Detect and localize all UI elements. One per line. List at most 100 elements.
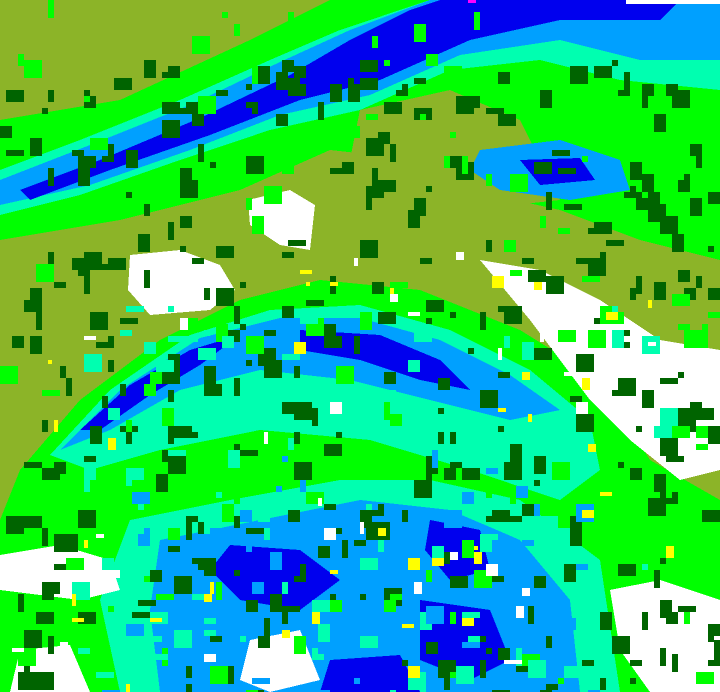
dark-green-speck [378, 180, 396, 192]
dark-green-speck [480, 390, 498, 408]
dark-green-speck [642, 84, 654, 96]
dark-green-speck [294, 576, 300, 582]
dark-green-speck [660, 558, 666, 564]
yellow-speck [150, 618, 162, 622]
green-speck [696, 672, 714, 684]
cyan-speck [150, 672, 156, 690]
green-speck [48, 0, 54, 18]
lightblue-speck [270, 552, 282, 570]
cyan-speck [570, 474, 582, 480]
white-speck [108, 570, 120, 578]
green-speck [390, 414, 402, 426]
dark-green-speck [282, 60, 294, 72]
dark-green-speck [318, 102, 324, 120]
cyan-speck [552, 534, 570, 552]
yellow-speck [210, 582, 214, 594]
dark-green-speck [78, 168, 90, 186]
green-speck [252, 216, 264, 234]
dark-green-speck [6, 516, 24, 534]
dark-green-speck [642, 96, 648, 108]
dark-green-speck [504, 462, 522, 480]
yellow-speck [408, 666, 420, 678]
white-speck [504, 660, 516, 664]
dark-green-speck [498, 648, 510, 660]
green-speck [156, 594, 174, 600]
dark-green-speck [354, 336, 360, 354]
cyan-speck [414, 330, 432, 342]
green-speck [630, 114, 636, 132]
dark-green-speck [192, 114, 204, 126]
cyan-speck [612, 330, 624, 348]
white-speck [486, 564, 498, 576]
dark-green-speck [498, 114, 516, 126]
dark-green-speck [672, 90, 690, 108]
dark-green-speck [186, 522, 192, 540]
dark-green-speck [630, 288, 636, 300]
lower-blue-4 [320, 655, 420, 692]
dark-green-speck [714, 642, 720, 660]
dark-green-speck [42, 528, 48, 546]
dark-green-speck [246, 84, 252, 90]
white-speck [390, 294, 398, 302]
dark-green-speck [606, 240, 624, 246]
white-speck [414, 582, 422, 594]
dark-green-speck [696, 150, 702, 168]
dark-green-speck [600, 612, 612, 630]
dark-green-speck [504, 516, 522, 522]
dark-green-speck [660, 600, 672, 612]
dark-green-speck [360, 594, 366, 600]
dark-green-speck [294, 462, 312, 480]
dark-green-speck [366, 138, 384, 156]
white-speck [564, 372, 572, 376]
cyan-speck [258, 504, 270, 522]
yellow-speck [498, 408, 506, 412]
yellow-speck [390, 288, 394, 296]
yellow-speck [474, 546, 478, 550]
dark-green-speck [678, 606, 696, 612]
green-speck [450, 132, 456, 138]
dark-green-speck [198, 144, 204, 162]
dark-green-speck [486, 240, 492, 252]
yellow-speck [492, 276, 504, 288]
dark-green-speck [78, 156, 96, 168]
dark-green-speck [30, 138, 42, 156]
dark-green-speck [144, 60, 156, 78]
cyan-speck [390, 690, 396, 692]
green-speck [366, 114, 378, 120]
dark-green-speck [240, 450, 258, 456]
yellow-speck [462, 618, 474, 626]
dark-green-speck [108, 258, 126, 270]
dark-green-speck [294, 66, 306, 78]
dark-green-speck [594, 66, 612, 78]
yellow-speck [330, 570, 338, 574]
yellow-speck [648, 300, 652, 308]
white-speck [12, 648, 24, 652]
green-speck [672, 426, 690, 438]
dark-green-speck [336, 528, 342, 534]
dark-green-speck [486, 108, 504, 114]
dark-green-speck [402, 510, 408, 522]
dark-green-speck [540, 90, 552, 108]
white-corner [626, 0, 720, 4]
green-speck [672, 162, 684, 180]
green-speck [336, 366, 354, 384]
green-speck [510, 270, 522, 276]
dark-green-speck [138, 600, 156, 606]
green-speck [648, 120, 654, 138]
dark-green-speck [522, 258, 534, 264]
cyan-speck [366, 432, 384, 438]
cyan-speck [72, 582, 90, 600]
dark-green-speck [486, 516, 504, 522]
white-speck [516, 606, 524, 618]
yellow-speck [306, 282, 310, 286]
cyan-speck [126, 306, 144, 312]
dark-green-speck [186, 516, 198, 522]
dark-green-speck [546, 192, 552, 210]
green-speck [24, 60, 42, 78]
lightblue-speck [504, 582, 516, 588]
green-speck [42, 138, 54, 150]
yellow-speck [108, 438, 116, 450]
green-speck [252, 66, 258, 84]
yellow-speck [84, 540, 88, 548]
